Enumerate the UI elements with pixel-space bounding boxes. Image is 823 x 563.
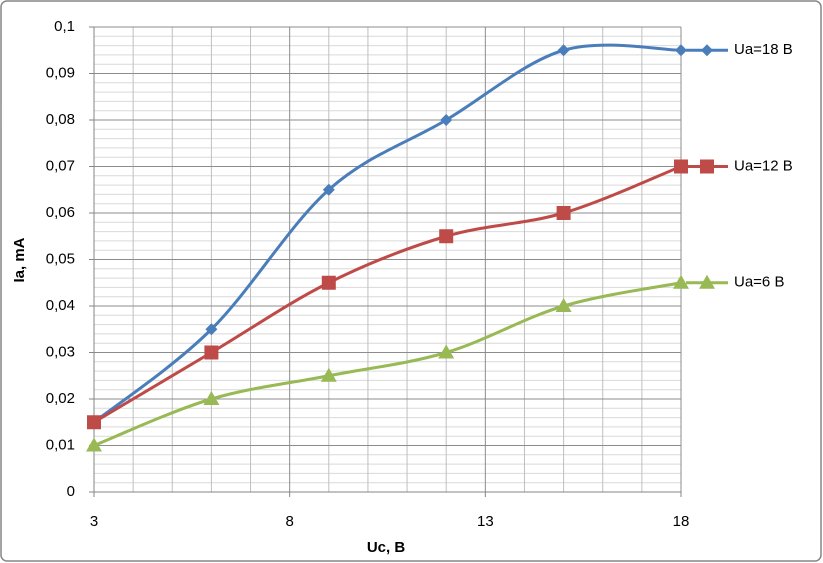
legend-label: Ua=6 B — [734, 274, 784, 291]
y-tick-label: 0,09 — [46, 64, 75, 81]
marker — [322, 183, 335, 196]
x-tick-label: 3 — [90, 513, 98, 530]
y-tick-label: 0,01 — [46, 436, 75, 453]
legend-marker — [699, 274, 715, 289]
marker — [86, 437, 102, 452]
marker — [87, 415, 101, 430]
legend-marker — [700, 159, 714, 174]
y-tick-label: 0,06 — [46, 204, 75, 221]
marker — [320, 367, 337, 382]
marker — [204, 345, 219, 360]
marker — [674, 159, 688, 174]
y-tick-label: 0 — [67, 483, 75, 500]
y-tick-label: 0,04 — [46, 297, 75, 314]
marker — [321, 275, 336, 290]
marker — [675, 44, 687, 57]
y-tick-label: 0,03 — [46, 343, 75, 360]
series-line — [93, 165, 682, 424]
y-tick-label: 0,02 — [46, 390, 75, 407]
marker — [438, 344, 455, 359]
marker — [439, 229, 454, 244]
marker — [556, 206, 571, 220]
x-tick-label: 18 — [673, 513, 690, 530]
marker — [440, 114, 453, 126]
legend-label: Ua=12 B — [734, 157, 793, 174]
y-tick-label: 0,1 — [54, 18, 75, 35]
marker — [557, 44, 570, 57]
series-line — [93, 281, 682, 447]
marker — [205, 323, 218, 336]
y-axis-title: Ia, mA — [11, 237, 28, 282]
y-tick-label: 0,08 — [46, 111, 75, 128]
y-tick-label: 0,07 — [46, 157, 75, 174]
x-tick-label: 8 — [285, 513, 293, 530]
legend-marker — [701, 44, 713, 57]
x-axis-title: Uc, B — [367, 539, 406, 556]
marker — [203, 391, 220, 405]
marker — [673, 274, 689, 289]
y-tick-label: 0,05 — [46, 250, 75, 267]
marker — [555, 298, 572, 312]
x-tick-label: 13 — [477, 513, 494, 530]
legend-label: Ua=18 B — [734, 41, 793, 58]
